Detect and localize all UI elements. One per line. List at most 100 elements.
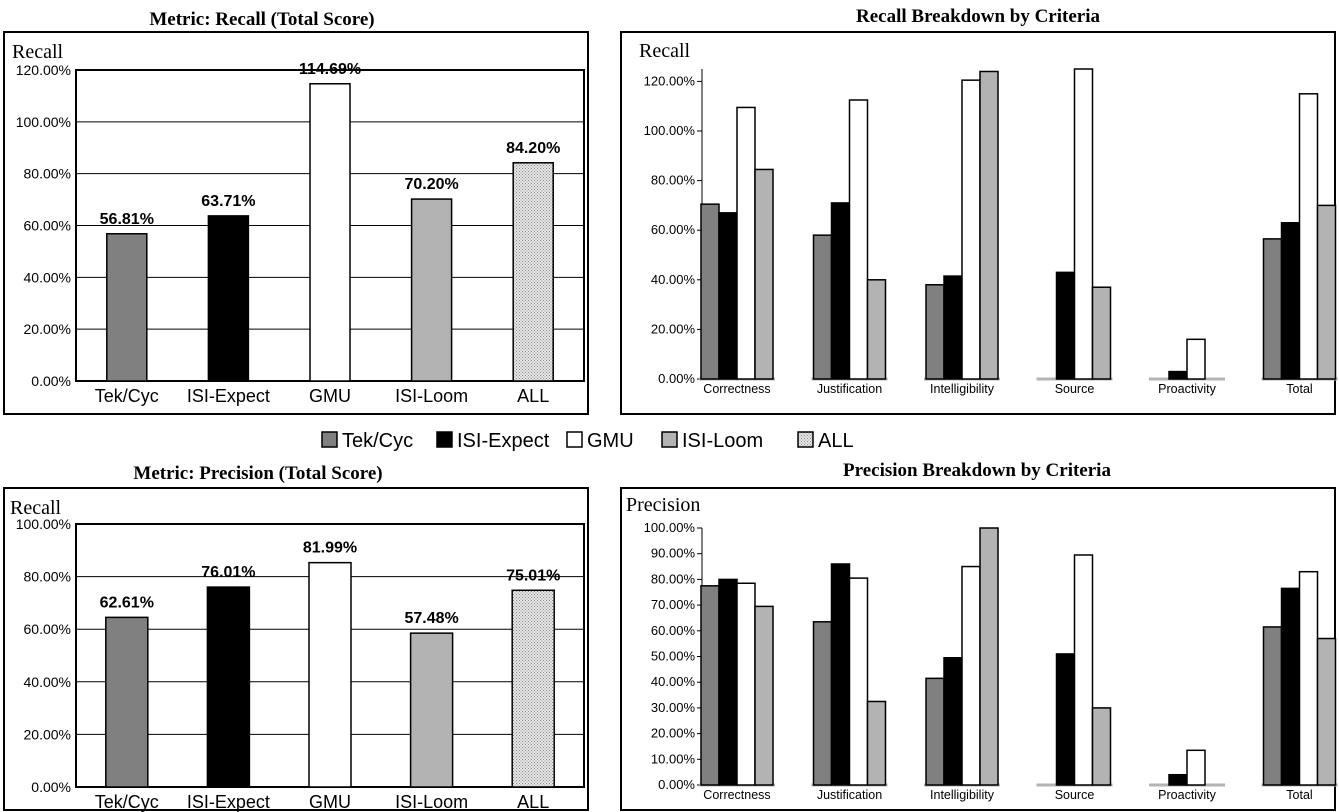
y-tick-label: 80.00% xyxy=(24,166,71,182)
bar xyxy=(866,279,887,380)
y-tick-label: 100.00% xyxy=(644,123,696,138)
bar xyxy=(1280,222,1301,380)
bar xyxy=(848,99,869,380)
data-label: 81.99% xyxy=(303,540,357,557)
bar xyxy=(1168,773,1188,786)
legend-label: ALL xyxy=(818,430,854,452)
bar xyxy=(1091,286,1112,380)
data-label: 76.01% xyxy=(201,564,255,581)
x-tick-label: Intelligibility xyxy=(930,788,995,802)
bar xyxy=(700,585,720,786)
bar xyxy=(1298,570,1319,786)
bar xyxy=(1055,271,1076,380)
bar xyxy=(206,586,251,788)
bar xyxy=(812,621,833,786)
bar xyxy=(511,589,555,788)
chart-title: Metric: Precision (Total Score) xyxy=(133,463,382,484)
y-tick-label: 120.00% xyxy=(644,73,696,88)
bar xyxy=(754,605,774,786)
bar xyxy=(308,561,352,788)
x-tick-label: Correctness xyxy=(703,788,770,802)
y-tick-label: 40.00% xyxy=(24,269,71,285)
data-label: 84.20% xyxy=(506,140,560,157)
y-tick-label: 120.00% xyxy=(16,62,71,78)
bar xyxy=(512,162,554,382)
chart-frame xyxy=(3,487,589,811)
y-tick-label: 80.00% xyxy=(24,569,71,585)
x-tick-label: Total xyxy=(1286,382,1312,396)
chart-title: Recall Breakdown by Criteria xyxy=(856,6,1100,27)
y-tick-label: 100.00% xyxy=(644,520,696,535)
y-axis-label: Recall xyxy=(639,40,691,62)
bar xyxy=(943,275,963,380)
bar xyxy=(961,79,981,380)
y-tick-label: 80.00% xyxy=(651,173,696,188)
y-axis-label: Precision xyxy=(626,494,700,516)
bar xyxy=(1262,626,1283,786)
x-tick-label: Total xyxy=(1286,788,1312,802)
bar xyxy=(866,700,887,786)
bar xyxy=(1073,554,1094,786)
bar xyxy=(736,582,756,786)
x-tick-label: ALL xyxy=(517,386,549,406)
bar xyxy=(848,577,869,786)
bar xyxy=(410,198,453,382)
data-label: 62.61% xyxy=(100,594,154,611)
y-tick-label: 70.00% xyxy=(651,597,696,612)
x-tick-label: Tek/Cyc xyxy=(95,792,159,812)
x-tick-label: Intelligibility xyxy=(930,382,995,396)
bar xyxy=(718,578,738,786)
legend-label: ISI-Expect xyxy=(457,430,550,452)
legend: Tek/Cyc ISI-Expect GMU ISI-Loom ALL xyxy=(321,430,854,452)
x-tick-label: ISI-Expect xyxy=(187,792,270,812)
y-tick-label: 60.00% xyxy=(24,218,71,234)
y-axis-label: Recall xyxy=(12,41,64,63)
y-tick-label: 100.00% xyxy=(16,516,71,532)
y-tick-label: 20.00% xyxy=(651,726,696,741)
legend-swatch xyxy=(661,431,678,448)
y-tick-label: 100.00% xyxy=(16,114,71,130)
y-tick-label: 0.00% xyxy=(658,777,695,792)
bar xyxy=(979,70,999,380)
x-tick-label: GMU xyxy=(309,386,351,406)
chart-title: Metric: Recall (Total Score) xyxy=(149,9,374,30)
bar xyxy=(105,616,149,788)
y-tick-label: 40.00% xyxy=(651,674,696,689)
data-label: 114.69% xyxy=(299,61,361,78)
x-tick-label: Proactivity xyxy=(1158,788,1216,802)
x-tick-label: ALL xyxy=(517,792,549,812)
x-tick-label: ISI-Loom xyxy=(395,386,468,406)
bar xyxy=(106,233,148,382)
x-tick-label: Justification xyxy=(817,382,882,396)
bar xyxy=(1262,238,1283,380)
bar xyxy=(754,168,774,380)
y-tick-label: 0.00% xyxy=(31,373,71,389)
y-tick-label: 20.00% xyxy=(24,321,71,337)
legend-label: Tek/Cyc xyxy=(342,430,413,452)
bar xyxy=(1073,68,1094,380)
bar xyxy=(1186,749,1206,786)
chart-frame xyxy=(3,31,589,415)
legend-swatch xyxy=(797,431,814,448)
data-label: 70.20% xyxy=(404,176,458,193)
precision-breakdown-chart: Precision Breakdown by Criteria Precisio… xyxy=(620,460,1338,811)
y-tick-label: 80.00% xyxy=(651,571,696,586)
y-tick-label: 20.00% xyxy=(651,321,696,336)
bar xyxy=(830,563,851,786)
data-label: 56.81% xyxy=(100,211,154,228)
y-tick-label: 0.00% xyxy=(31,779,71,795)
bar xyxy=(1298,93,1319,380)
recall-total-chart: Metric: Recall (Total Score) Recall 0.00… xyxy=(3,9,589,415)
x-tick-label: Source xyxy=(1055,382,1095,396)
bar xyxy=(925,677,945,786)
precision-total-chart: Metric: Precision (Total Score) Recall 0… xyxy=(3,463,589,812)
bar xyxy=(1280,587,1301,786)
bar xyxy=(1316,637,1337,786)
y-tick-label: 60.00% xyxy=(651,222,696,237)
bar xyxy=(1168,370,1188,380)
legend-swatch xyxy=(566,431,583,448)
y-tick-label: 90.00% xyxy=(651,546,696,561)
y-tick-label: 50.00% xyxy=(651,649,696,664)
bar xyxy=(1186,338,1206,380)
